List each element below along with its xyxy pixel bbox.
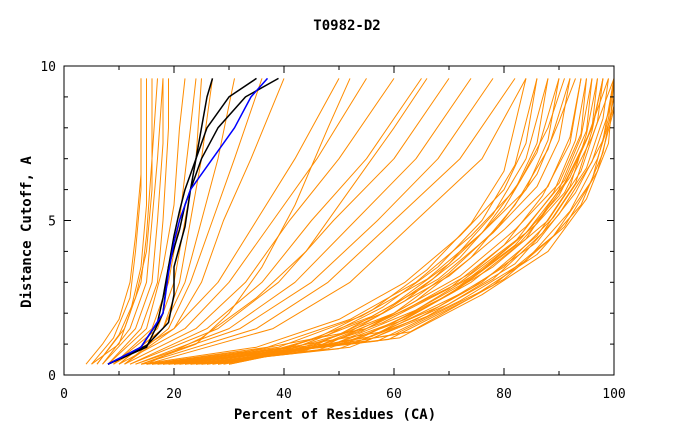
x-tick-label-100: 100 <box>602 387 625 402</box>
y-axis-label: Distance Cutoff, A <box>19 156 35 308</box>
x-tick-label-40: 40 <box>276 387 292 402</box>
series-line-orange-55 <box>212 78 527 365</box>
series-line-orange-21 <box>124 78 395 365</box>
y-tick-label-0: 0 <box>48 369 56 384</box>
y-tick-label-10: 10 <box>40 60 56 75</box>
series-line-blue-3 <box>107 77 269 365</box>
series-line-orange-28 <box>146 78 428 365</box>
series-line-orange-26 <box>140 78 516 365</box>
axes-layer: 0 20 40 60 80 100 0 5 10 <box>40 60 625 402</box>
series-line-orange-19 <box>113 78 340 365</box>
x-tick-label-80: 80 <box>496 387 512 402</box>
series-line-orange-16 <box>118 78 235 365</box>
chart-title: T0982-D2 <box>313 18 380 34</box>
series-line-orange-49 <box>195 78 598 365</box>
series-line-orange-59 <box>223 78 615 365</box>
series-line-orange-60 <box>228 78 565 365</box>
series-line-orange-11 <box>107 78 169 365</box>
x-tick-label-20: 20 <box>166 387 182 402</box>
series-line-orange-34 <box>151 78 582 365</box>
x-axis-label: Percent of Residues (CA) <box>234 407 436 423</box>
series-line-orange-5 <box>91 78 142 365</box>
series-line-orange-31 <box>146 78 549 365</box>
series-line-orange-27 <box>146 78 527 365</box>
series-line-orange-6 <box>91 78 147 365</box>
series-line-orange-18 <box>124 78 285 365</box>
series-line-orange-25 <box>135 78 494 365</box>
series-line-orange-10 <box>102 78 164 365</box>
series-line-orange-12 <box>107 78 186 365</box>
series-line-orange-32 <box>146 78 560 365</box>
series-line-orange-24 <box>135 78 472 365</box>
series-line-orange-58 <box>217 78 609 365</box>
series-layer <box>85 77 615 365</box>
series-line-orange-43 <box>179 78 615 365</box>
series-line-orange-50 <box>195 78 604 365</box>
series-line-orange-53 <box>206 78 549 365</box>
series-line-orange-13 <box>113 78 197 365</box>
series-line-orange-61 <box>228 78 576 365</box>
series-line-orange-22 <box>129 78 422 365</box>
series-line-orange-42 <box>173 78 615 365</box>
series-line-orange-20 <box>118 78 367 365</box>
series-line-orange-29 <box>140 78 351 365</box>
series-line-black-0 <box>107 77 257 365</box>
y-tick-label-5: 5 <box>48 215 56 230</box>
series-line-orange-30 <box>140 78 538 365</box>
series-line-black-2 <box>107 78 214 365</box>
series-line-orange-8 <box>96 78 158 365</box>
x-tick-label-60: 60 <box>386 387 402 402</box>
series-line-orange-17 <box>124 78 263 365</box>
series-line-orange-9 <box>102 78 164 365</box>
x-tick-label-0: 0 <box>60 387 68 402</box>
series-line-orange-54 <box>206 78 538 365</box>
